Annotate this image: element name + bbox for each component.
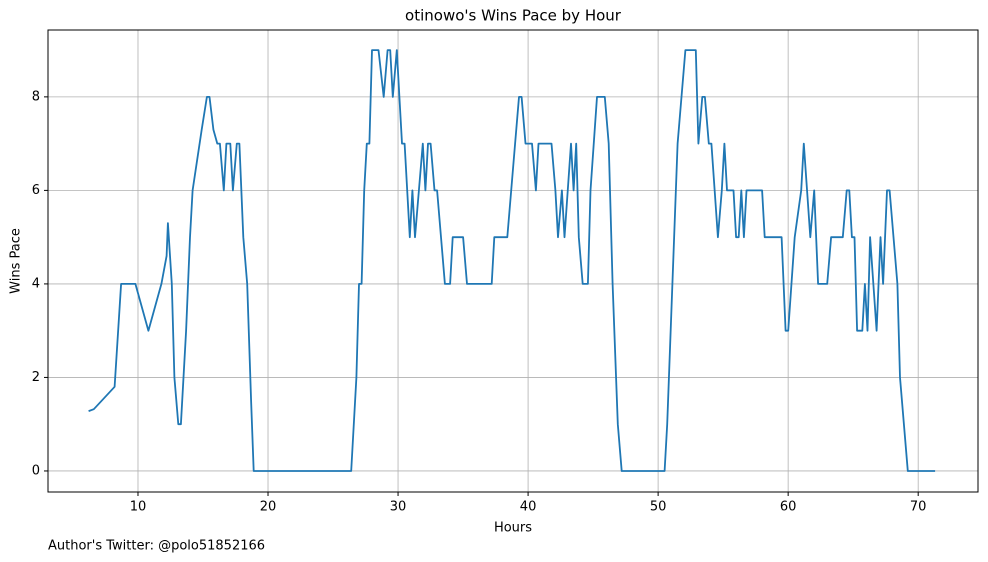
x-tick-label: 10: [130, 500, 147, 515]
y-tick-label: 4: [32, 276, 40, 291]
y-tick-label: 2: [32, 370, 40, 385]
x-tick-label: 20: [260, 500, 277, 515]
y-axis-label: Wins Pace: [9, 228, 24, 294]
footnote: Author's Twitter: @polo51852166: [48, 539, 265, 554]
y-tick-label: 6: [32, 183, 40, 198]
x-tick-label: 40: [520, 500, 537, 515]
x-axis-label: Hours: [494, 521, 532, 536]
y-tick-label: 8: [32, 89, 40, 104]
x-tick-label: 30: [390, 500, 407, 515]
x-tick-label: 70: [910, 500, 927, 515]
y-tick-label: 0: [32, 463, 40, 478]
x-tick-label: 60: [780, 500, 797, 515]
line-series: [88, 49, 936, 472]
x-tick-label: 50: [650, 500, 667, 515]
chart-title: otinowo's Wins Pace by Hour: [405, 7, 622, 25]
plot-frame: [47, 29, 979, 493]
